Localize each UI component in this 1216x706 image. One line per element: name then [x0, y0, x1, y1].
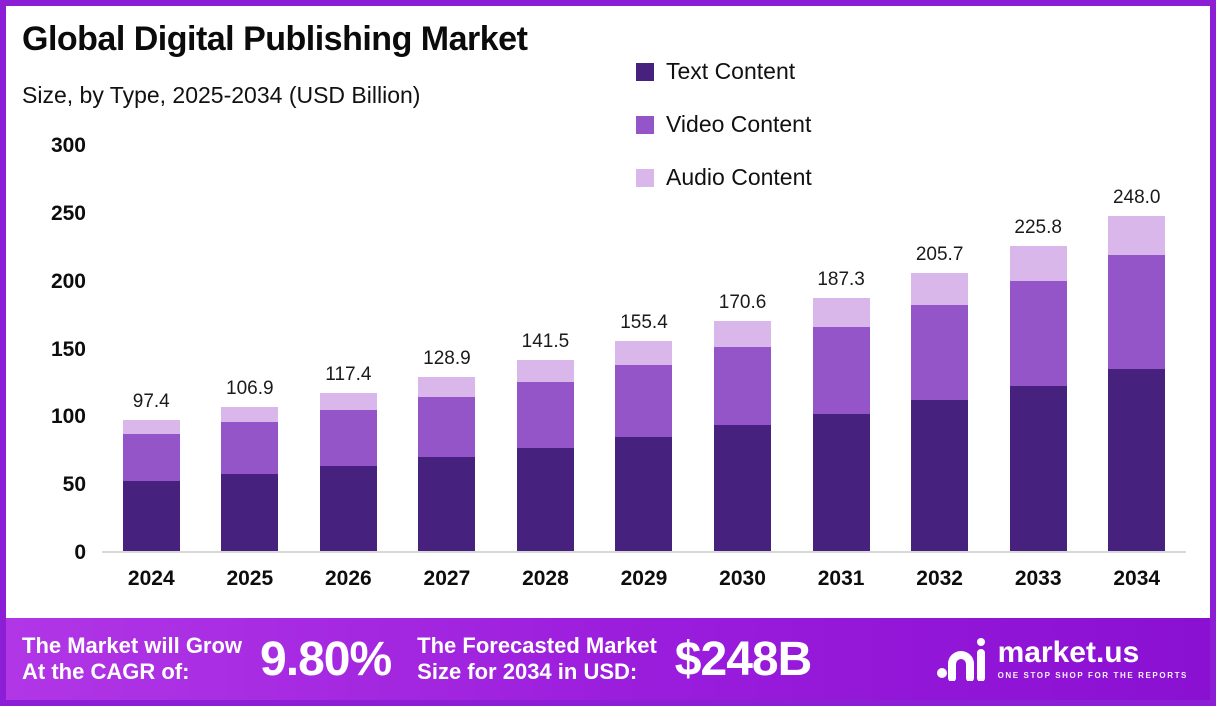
bar-total-label: 205.7	[915, 244, 964, 266]
bar-segment-video-content	[516, 381, 574, 448]
bar-segment-audio-content	[615, 341, 673, 365]
bar-column-2030: 170.6	[693, 146, 792, 551]
bar-total-label: 106.9	[226, 377, 274, 399]
y-tick-label: 0	[74, 541, 86, 564]
bar-total-label: 225.8	[1014, 217, 1062, 239]
cagr-label: The Market will Grow At the CAGR of:	[22, 633, 243, 684]
y-tick-label: 100	[50, 405, 86, 429]
legend-item-audio-content: Audio Content	[636, 164, 812, 191]
bar-segment-audio-content	[516, 360, 574, 382]
bar-segment-text-content	[418, 457, 476, 551]
bar-total-label: 97.4	[132, 390, 170, 412]
bar-segment-audio-content	[418, 377, 476, 397]
bar-segment-video-content	[319, 410, 377, 466]
bar-column-2031: 187.3	[792, 146, 891, 551]
bar-segment-audio-content	[319, 392, 377, 411]
forecast-value: $248B	[674, 632, 812, 686]
marketus-brand: market.us ONE STOP SHOP FOR THE REPORTS	[936, 637, 1188, 681]
bar-segment-video-content	[1009, 281, 1067, 386]
legend-swatch-audio-content	[636, 168, 654, 187]
legend-swatch-video-content	[636, 115, 654, 134]
bar-segment-audio-content	[122, 419, 180, 434]
legend: Text Content Video Content Audio Content	[636, 58, 812, 191]
bar-column-2024: 97.4	[102, 146, 201, 551]
y-axis: 0 50 100 150 200 250 300	[34, 134, 90, 564]
bar-total-label: 155.4	[620, 312, 668, 334]
x-axis: 2024 2025 2026 2027 2028 2029 2030 2031 2032 2033…	[102, 567, 1186, 591]
legend-item-text-content: Text Content	[636, 58, 812, 85]
legend-label: Text Content	[666, 58, 796, 84]
bar-total-label: 187.3	[817, 269, 865, 291]
bar-segment-audio-content	[812, 298, 870, 328]
bar-segment-text-content	[615, 436, 673, 551]
bar-segment-video-content	[714, 346, 772, 426]
bar-segment-video-content	[911, 305, 969, 401]
bar-total-label: 170.6	[718, 291, 767, 313]
bar-segment-text-content	[122, 480, 180, 551]
footer-banner: The Market will Grow At the CAGR of: 9.8…	[6, 618, 1210, 700]
plot-area: 97.4 106.9 117.4 128.9 141.5 155.4 170.6 187.3 2…	[102, 146, 1186, 553]
forecast-label: The Forecasted Market Size for 2034 in U…	[417, 633, 657, 684]
bar-segment-audio-content	[1108, 216, 1166, 255]
bar-column-2034: 248.0	[1087, 146, 1186, 551]
bar-total-label: 117.4	[325, 363, 372, 385]
bar-segment-text-content	[911, 400, 969, 551]
bar-column-2033: 225.8	[989, 146, 1088, 551]
bar-column-2028: 141.5	[496, 146, 595, 551]
x-tick-label: 2031	[817, 567, 865, 590]
bar-segment-text-content	[714, 425, 772, 551]
x-tick-label: 2032	[916, 567, 963, 590]
bar-total-label: 248.0	[1112, 187, 1161, 209]
bar-column-2029: 155.4	[595, 146, 694, 551]
legend-label: Audio Content	[666, 164, 812, 190]
bar-segment-text-content	[812, 413, 870, 551]
legend-swatch-text-content	[636, 62, 654, 81]
y-tick-label: 250	[50, 201, 86, 225]
chart-subtitle: Size, by Type, 2025-2034 (USD Billion)	[22, 82, 421, 108]
legend-label: Video Content	[666, 111, 812, 137]
legend-item-video-content: Video Content	[636, 111, 812, 138]
x-tick-label: 2030	[719, 567, 766, 590]
bar-column-2025: 106.9	[201, 146, 300, 551]
marketus-logo-icon	[936, 638, 985, 681]
bar-segment-text-content	[221, 473, 279, 551]
brand-name: market.us	[997, 636, 1140, 669]
bar-segment-video-content	[122, 433, 180, 481]
bar-column-2027: 128.9	[398, 146, 497, 551]
bar-segment-audio-content	[1009, 246, 1067, 282]
bar-segment-video-content	[1108, 254, 1166, 370]
y-tick-label: 150	[50, 337, 86, 361]
x-tick-label: 2025	[226, 567, 274, 590]
x-tick-label: 2024	[127, 567, 175, 590]
y-tick-label: 200	[50, 269, 86, 293]
bar-total-label: 141.5	[521, 331, 570, 352]
bar-segment-video-content	[812, 327, 870, 414]
y-tick-label: 300	[50, 134, 86, 157]
bar-segment-audio-content	[714, 320, 772, 347]
x-tick-label: 2026	[324, 567, 372, 590]
x-tick-label: 2028	[522, 567, 569, 590]
chart-title: Global Digital Publishing Market	[22, 20, 528, 58]
bar-segment-text-content	[319, 465, 377, 551]
bar-segment-audio-content	[221, 406, 279, 423]
x-tick-label: 2033	[1014, 567, 1062, 590]
stacked-bar-chart: 0 50 100 150 200 250 300 97.4 106.9 117.4 128.9 14…	[34, 134, 1192, 621]
bar-segment-video-content	[221, 422, 279, 474]
cagr-value: 9.80%	[260, 632, 392, 686]
bar-column-2032: 205.7	[890, 146, 989, 551]
x-tick-label: 2027	[423, 567, 471, 590]
bar-segment-video-content	[615, 364, 673, 437]
brand-tagline: ONE STOP SHOP FOR THE REPORTS	[997, 671, 1188, 680]
bar-column-2026: 117.4	[299, 146, 398, 551]
bar-segment-audio-content	[911, 273, 969, 306]
bar-segment-text-content	[516, 447, 574, 551]
bar-segment-text-content	[1009, 385, 1067, 551]
bar-total-label: 128.9	[423, 348, 471, 369]
bar-segment-video-content	[418, 396, 476, 458]
y-tick-label: 50	[62, 473, 86, 497]
bar-segment-text-content	[1108, 369, 1166, 551]
x-tick-label: 2034	[1113, 567, 1161, 590]
x-tick-label: 2029	[620, 567, 668, 590]
